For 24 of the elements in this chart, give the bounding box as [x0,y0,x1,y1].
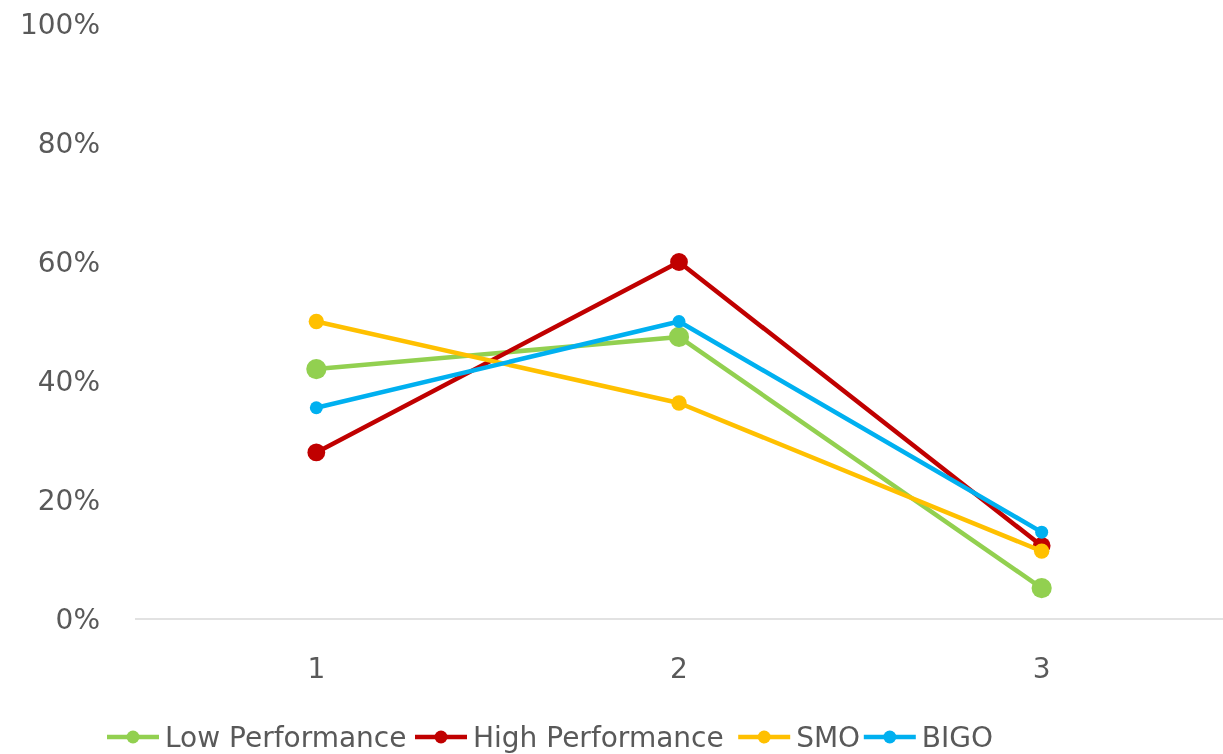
y-tick-label: 0% [55,602,100,636]
y-tick-label: 80% [37,126,100,160]
legend-label: High Performance [473,720,724,754]
point [308,313,325,330]
point [1033,543,1050,559]
legend-label: BIGO [921,720,993,754]
y-tick-label: 60% [37,245,100,279]
y-tick-label: 100% [19,7,100,41]
point [306,359,327,380]
y-tick-label: 40% [37,364,100,398]
point [672,315,686,328]
point [671,395,687,411]
point [307,443,326,462]
y-tick-label: 20% [37,483,100,517]
legend-label: Low Performance [165,720,407,754]
x-tick-label: 2 [670,651,688,685]
x-tick-label: 1 [307,651,326,685]
x-tick-label: 3 [1032,651,1051,685]
point [1031,577,1052,599]
point [670,253,688,271]
point [668,326,690,348]
legend-label: SMO [796,720,861,754]
point [1035,525,1049,539]
point [309,401,323,415]
